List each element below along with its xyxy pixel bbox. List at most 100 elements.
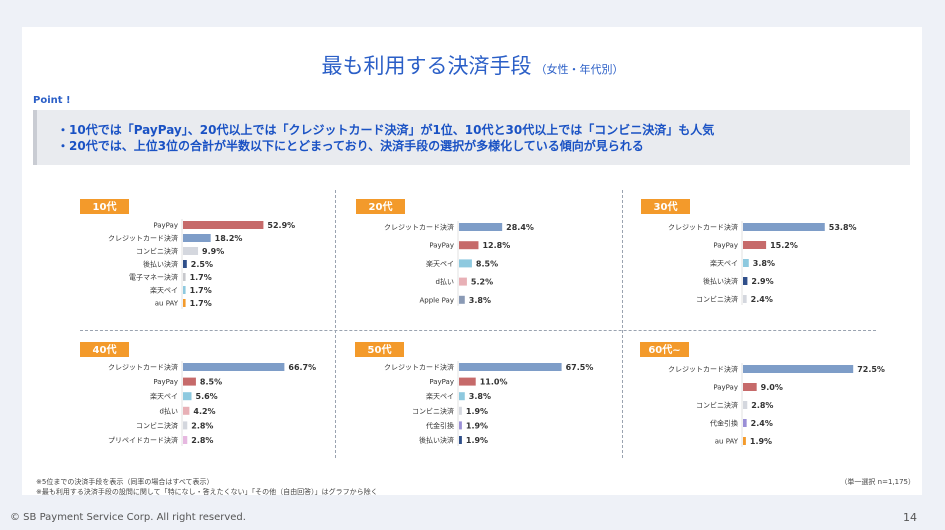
- age-tag-bg: [640, 342, 689, 357]
- age-tag-label: 60代~: [648, 343, 680, 356]
- bar: [743, 419, 747, 427]
- data-label: 15.2%: [770, 241, 798, 250]
- bar: [743, 383, 757, 391]
- bar: [183, 286, 186, 294]
- category-label: クレジットカード決済: [384, 363, 454, 372]
- bar: [459, 406, 462, 415]
- content-card: [22, 27, 922, 495]
- data-label: 2.8%: [191, 421, 213, 430]
- category-label: 後払い決済: [143, 260, 178, 269]
- category-label: PayPay: [429, 378, 454, 386]
- data-label: 1.9%: [466, 436, 488, 445]
- bar: [183, 234, 211, 242]
- bar: [459, 295, 465, 304]
- data-label: 2.5%: [191, 260, 213, 269]
- bar: [183, 299, 186, 307]
- data-label: 66.7%: [288, 363, 316, 372]
- category-label: 楽天ペイ: [150, 286, 178, 295]
- bar: [183, 377, 196, 386]
- data-label: 3.8%: [753, 259, 775, 268]
- page-number: 14: [903, 511, 917, 524]
- category-label: 後払い決済: [703, 277, 738, 286]
- category-label: PayPay: [153, 222, 178, 230]
- data-label: 8.5%: [476, 259, 498, 268]
- age-tag-bg: [356, 199, 405, 214]
- category-label: au PAY: [715, 438, 739, 446]
- bar: [183, 363, 285, 371]
- data-label: 9.0%: [761, 383, 783, 392]
- point-box: ・10代では「PayPay」、20代以上では「クレジットカード決済」が1位、10…: [33, 110, 910, 165]
- data-label: 2.8%: [751, 401, 773, 410]
- panel-divider-horizontal: [80, 330, 876, 331]
- category-label: Apple Pay: [420, 296, 455, 304]
- data-label: 1.9%: [750, 437, 772, 446]
- bar: [459, 223, 503, 231]
- age-tag-bg: [355, 342, 404, 357]
- bar: [183, 421, 188, 430]
- data-label: 1.9%: [466, 421, 488, 430]
- panel-divider-vertical-1: [335, 190, 336, 458]
- bar: [183, 260, 187, 268]
- category-label: クレジットカード決済: [108, 363, 178, 372]
- panel-divider-vertical-2: [622, 190, 623, 458]
- category-label: au PAY: [155, 300, 179, 308]
- category-label: コンビニ決済: [136, 421, 178, 430]
- age-tag-bg: [80, 199, 129, 214]
- category-label: d払い: [436, 277, 454, 286]
- point-line-1: ・10代では「PayPay」、20代以上では「クレジットカード決済」が1位、10…: [57, 123, 715, 137]
- category-label: クレジットカード決済: [108, 234, 178, 243]
- data-label: 2.8%: [191, 436, 213, 445]
- point-label: Point !: [33, 95, 71, 106]
- age-tag-bg: [80, 342, 129, 357]
- age-tag-label: 10代: [93, 200, 117, 213]
- page-title: 最も利用する決済手段 （女性・年代別）: [0, 53, 945, 83]
- bar: [459, 392, 465, 401]
- category-label: クレジットカード決済: [668, 223, 738, 232]
- data-label: 1.7%: [190, 299, 212, 308]
- page-subtitle: （女性・年代別）: [535, 63, 624, 76]
- data-label: 1.7%: [190, 286, 212, 295]
- data-label: 4.2%: [193, 407, 215, 416]
- age-tag-label: 40代: [93, 343, 117, 356]
- category-label: d払い: [160, 406, 178, 415]
- data-label: 11.0%: [480, 378, 508, 387]
- category-label: 後払い決済: [419, 436, 454, 445]
- age-tag-label: 50代: [368, 343, 392, 356]
- category-label: 楽天ペイ: [150, 392, 178, 401]
- bar: [743, 295, 747, 303]
- data-label: 72.5%: [857, 365, 885, 374]
- data-label: 28.4%: [506, 223, 534, 232]
- bar: [459, 421, 462, 430]
- bar: [183, 273, 186, 281]
- point-line-2: ・20代では、上位3位の合計が半数以下にとどまっており、決済手段の選択が多様化し…: [57, 139, 644, 153]
- category-label: コンビニ決済: [136, 247, 178, 256]
- base-note: （単一選択 n=1,175）: [840, 478, 915, 486]
- footnote-1: ※5位までの決済手段を表示（同率の場合はすべて表示）: [36, 478, 214, 486]
- bar: [743, 437, 746, 445]
- category-label: PayPay: [713, 242, 738, 250]
- data-label: 67.5%: [566, 363, 594, 372]
- category-label: クレジットカード決済: [668, 365, 738, 374]
- category-label: PayPay: [153, 378, 178, 386]
- bar: [743, 259, 749, 267]
- data-label: 18.2%: [215, 234, 243, 243]
- data-label: 2.4%: [751, 295, 773, 304]
- age-tag-bg: [641, 199, 690, 214]
- category-label: PayPay: [713, 384, 738, 392]
- copyright: © SB Payment Service Corp. All right res…: [10, 512, 246, 523]
- category-label: 電子マネー決済: [129, 273, 178, 282]
- data-label: 2.9%: [751, 277, 773, 286]
- bar: [743, 277, 748, 285]
- age-tag-label: 30代: [654, 200, 678, 213]
- data-label: 5.6%: [196, 392, 218, 401]
- footnote-2: ※最も利用する決済手段の設問に関して「特になし・答えたくない」「その他（自由回答…: [36, 488, 378, 496]
- bar: [459, 277, 467, 286]
- data-label: 3.8%: [469, 392, 491, 401]
- data-label: 53.8%: [829, 223, 857, 232]
- bar: [459, 259, 472, 268]
- bar: [459, 436, 462, 444]
- data-label: 9.9%: [202, 247, 224, 256]
- category-label: PayPay: [429, 242, 454, 250]
- bar: [183, 406, 190, 415]
